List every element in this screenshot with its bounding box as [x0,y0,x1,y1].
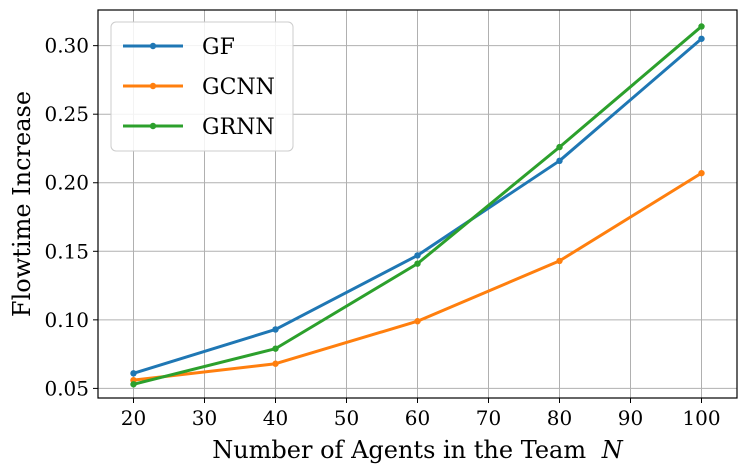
y-tick-label: 0.20 [44,171,89,195]
x-tick-label: 30 [192,406,217,430]
data-point [698,23,705,30]
legend-label: GF [202,35,235,60]
data-point [130,381,137,388]
data-point [698,35,705,42]
x-tick-label: 60 [405,406,430,430]
x-axis-label: Number of Agents in the Team N [212,436,624,464]
data-point [272,345,279,352]
legend-entry-grnn: GRNN [123,115,275,140]
legend-box [110,21,294,152]
legend-entry-gcnn: GCNN [123,75,275,100]
y-axis-label: Flowtime Increase [8,91,36,317]
x-tick-label: 70 [476,406,501,430]
legend: GF GCNN GRNN [110,21,294,152]
legend-label: GRNN [202,115,275,140]
data-point [414,252,421,259]
legend-marker [149,122,157,130]
legend-entry-gf: GF [123,35,235,60]
x-tick-label: 90 [618,406,643,430]
data-point [130,370,137,377]
x-axis-label-symbol: N [601,436,624,464]
series-grnn [130,23,705,388]
y-tick-label: 0.10 [44,308,89,332]
y-tick-label: 0.05 [44,376,89,400]
x-tick-label: 40 [263,406,288,430]
series-gf [130,35,705,377]
data-point [272,360,279,367]
data-point [414,318,421,325]
series-gcnn [130,169,705,384]
x-tick-label: 80 [547,406,572,430]
x-tick-label: 100 [682,406,720,430]
y-tick-label: 0.15 [44,239,89,263]
y-tick-label: 0.30 [44,34,89,58]
data-point [414,260,421,267]
x-tick-label: 50 [334,406,359,430]
y-axis: 0.05 0.10 0.15 0.20 0.25 0.30 [44,34,98,400]
y-tick-label: 0.25 [44,102,89,126]
data-point [556,157,563,165]
data-point [556,143,563,151]
data-point [272,326,279,333]
x-tick-label: 20 [121,406,146,430]
data-point [556,257,563,265]
series-layer [130,23,705,388]
legend-marker [149,82,157,90]
data-point [698,169,705,177]
x-axis-label-text: Number of Agents in the Team [212,436,586,464]
legend-marker [149,42,157,50]
legend-label: GCNN [202,75,275,100]
x-axis: 20 30 40 50 60 70 80 90 100 [121,398,721,430]
